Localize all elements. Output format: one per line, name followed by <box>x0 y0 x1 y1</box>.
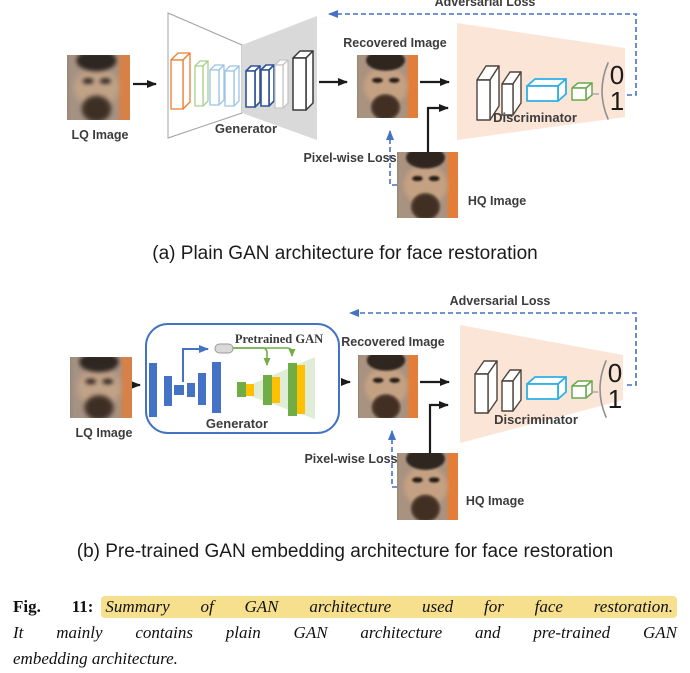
figure-caption-line-1: Fig. 11: Summary of GAN architecture used… <box>13 594 677 620</box>
unet-bars-b <box>149 362 221 417</box>
pixel-wise-loss-arrow-b <box>388 430 397 488</box>
arrow-hq-to-discriminator-b <box>428 401 449 454</box>
figure-caption-line-3: embedding architecture. <box>13 649 178 668</box>
lq-image-label-b: LQ Image <box>75 426 133 440</box>
conv-block-green <box>194 60 209 107</box>
disc-block-cyan-b <box>526 376 567 400</box>
disc-block-1 <box>476 65 500 121</box>
recovered-image-label-a: Recovered Image <box>343 36 447 50</box>
output-bracket-a <box>601 62 609 120</box>
conv-block-lightblue-1 <box>209 64 225 106</box>
figure-caption: Fig. 11: Summary of GAN architecture used… <box>13 594 677 672</box>
arrows-b <box>131 309 637 488</box>
style-injection-arrow-2 <box>233 347 296 357</box>
conv-block-darkblue-1 <box>245 65 261 108</box>
lq-face-image-a <box>67 55 130 120</box>
hq-face-image-a <box>397 152 458 218</box>
figure-number: Fig. 11: <box>13 597 94 616</box>
adversarial-loss-arrow-a <box>328 10 637 96</box>
face-art <box>397 152 458 218</box>
disc-block-1b <box>474 360 498 414</box>
face-art <box>397 453 458 520</box>
pixel-wise-loss-label-b: Pixel-wise Loss <box>304 452 398 466</box>
pixel-wise-loss-label-a: Pixel-wise Loss <box>303 151 397 165</box>
generator-conv-blocks-a <box>170 50 314 111</box>
generator-box-b <box>145 323 340 434</box>
discriminator-label-b: Discriminator <box>494 412 578 427</box>
disc-block-green <box>571 82 593 101</box>
diagram-a-shapes <box>133 10 637 186</box>
output-zero-b: 0 <box>607 358 623 388</box>
face-art <box>357 55 418 118</box>
recovered-face-image-a <box>357 55 418 118</box>
disc-block-2 <box>501 71 522 116</box>
caption-b: (b) Pre-trained GAN embedding architectu… <box>76 541 614 562</box>
generator-label-b: Generator <box>205 416 269 431</box>
recovered-image-label-b: Recovered Image <box>341 335 445 349</box>
disc-block-cyan <box>526 78 567 102</box>
caption-a: (a) Plain GAN architecture for face rest… <box>152 243 538 264</box>
conv-block-lightblue-2 <box>224 65 240 107</box>
discriminator-b <box>460 325 623 443</box>
output-zero-a: 0 <box>609 60 625 90</box>
face-art <box>358 355 418 418</box>
output-bracket-b <box>599 360 607 418</box>
lq-face-image-b <box>70 357 132 418</box>
disc-block-2b <box>501 369 522 412</box>
conv-block-black <box>292 50 314 111</box>
face-art <box>67 55 130 120</box>
disc-block-green-b <box>571 380 593 399</box>
arrow-hq-to-discriminator-a <box>426 104 449 152</box>
lq-image-label-a: LQ Image <box>71 128 129 142</box>
adversarial-loss-label-b: Adversarial Loss <box>449 294 551 308</box>
latent-code-arrow-b <box>182 345 209 382</box>
figure-shapes-layer <box>131 10 637 488</box>
arrows-a <box>133 10 637 186</box>
hq-image-label-a: HQ Image <box>467 194 527 208</box>
discriminator-a <box>457 23 625 140</box>
pretrained-gan-bars-b <box>237 363 305 416</box>
pixel-wise-loss-arrow-a <box>386 130 397 186</box>
generator-label-a: Generator <box>214 121 278 136</box>
figure-caption-line-2: It mainly contains plain GAN architectur… <box>13 623 677 642</box>
face-art <box>70 357 132 418</box>
figure-caption-highlight: Summary of GAN architecture used for fac… <box>101 596 677 618</box>
hq-image-label-b: HQ Image <box>465 494 525 508</box>
adversarial-loss-label-a: Adversarial Loss <box>434 0 536 9</box>
output-one-a: 1 <box>609 86 625 116</box>
hq-face-image-b <box>397 453 458 520</box>
diagram-b-shapes <box>131 309 637 488</box>
conv-block-gray <box>274 59 289 109</box>
conv-block-darkblue-2 <box>260 64 275 107</box>
conv-block-orange <box>170 52 191 110</box>
recovered-face-image-b <box>358 355 418 418</box>
pretrained-gan-label-b: Pretrained GAN <box>234 332 324 346</box>
output-one-b: 1 <box>607 384 623 414</box>
discriminator-label-a: Discriminator <box>493 110 577 125</box>
adversarial-loss-arrow-b <box>349 309 637 386</box>
